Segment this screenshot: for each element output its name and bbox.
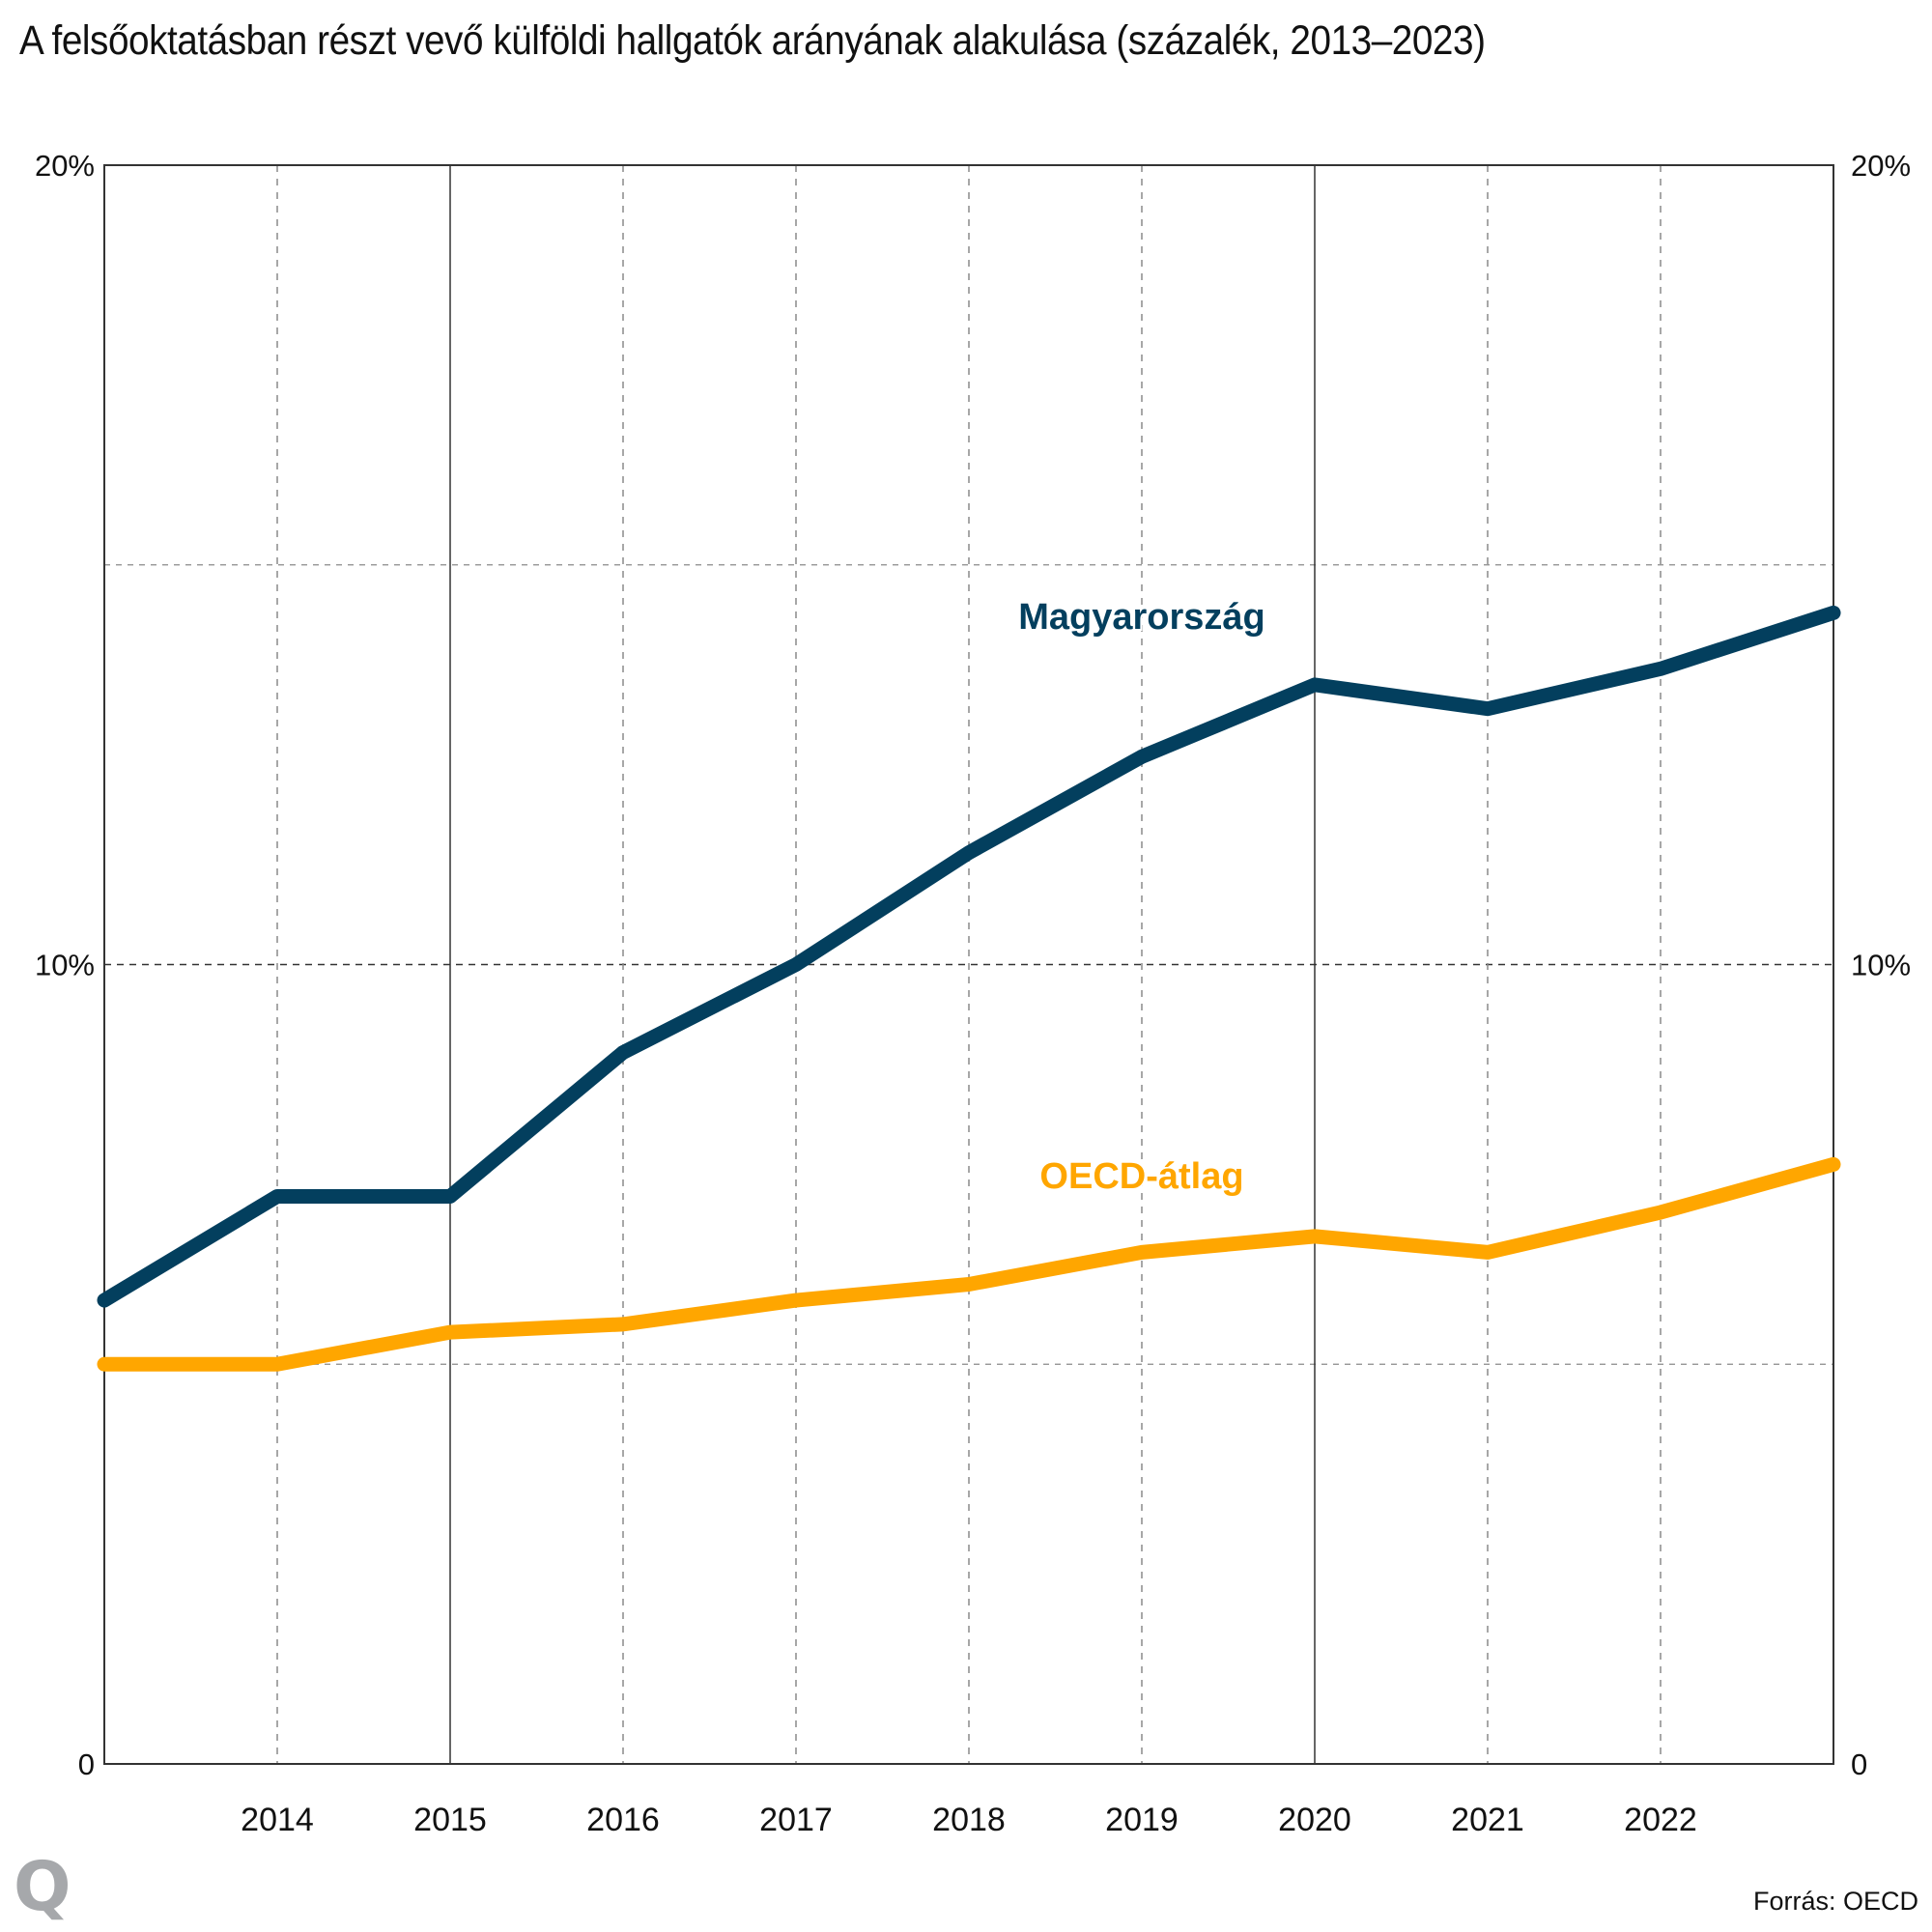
source-note: Forrás: OECD (1752, 1887, 1918, 1916)
axis-layer: 0 0 10% 10% 20% 20% 2014 2015 2016 2017 2018 2019 20… (35, 149, 1911, 1838)
plot-frame (103, 164, 1834, 1765)
x-tick-label: 2015 (413, 1802, 487, 1838)
x-tick-label: 2017 (759, 1802, 833, 1838)
x-tick-label: 2019 (1105, 1802, 1179, 1838)
x-tick-label: 2018 (932, 1802, 1006, 1838)
brand-logo: Q (14, 1847, 71, 1926)
chart-title: A felsőoktatásban részt vevő külföldi ha… (19, 17, 1486, 64)
x-tick-label: 2021 (1451, 1802, 1524, 1838)
x-tick-label: 2020 (1278, 1802, 1351, 1838)
label-layer: Magyarország OECD-átlag (1016, 595, 1267, 1199)
y-tick-label-right: 0 (1851, 1747, 1867, 1781)
x-tick-label: 2014 (241, 1802, 314, 1838)
y-tick-label-left: 20% (35, 149, 95, 183)
y-tick-label-left: 10% (35, 949, 95, 982)
y-tick-label-left: 0 (78, 1747, 95, 1781)
y-tick-label-right: 10% (1851, 949, 1911, 982)
grid-layer (104, 165, 1833, 1764)
x-tick-label: 2022 (1624, 1802, 1697, 1838)
x-tick-label: 2016 (586, 1802, 660, 1838)
series-label: OECD-átlag (1039, 1156, 1243, 1197)
series-layer (97, 605, 1841, 1372)
series-label: Magyarország (1018, 597, 1265, 638)
y-tick-label-right: 20% (1851, 149, 1911, 183)
